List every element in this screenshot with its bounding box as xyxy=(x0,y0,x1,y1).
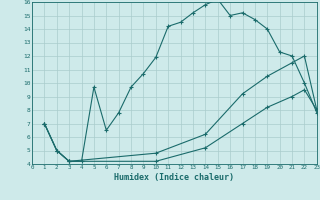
X-axis label: Humidex (Indice chaleur): Humidex (Indice chaleur) xyxy=(115,173,234,182)
